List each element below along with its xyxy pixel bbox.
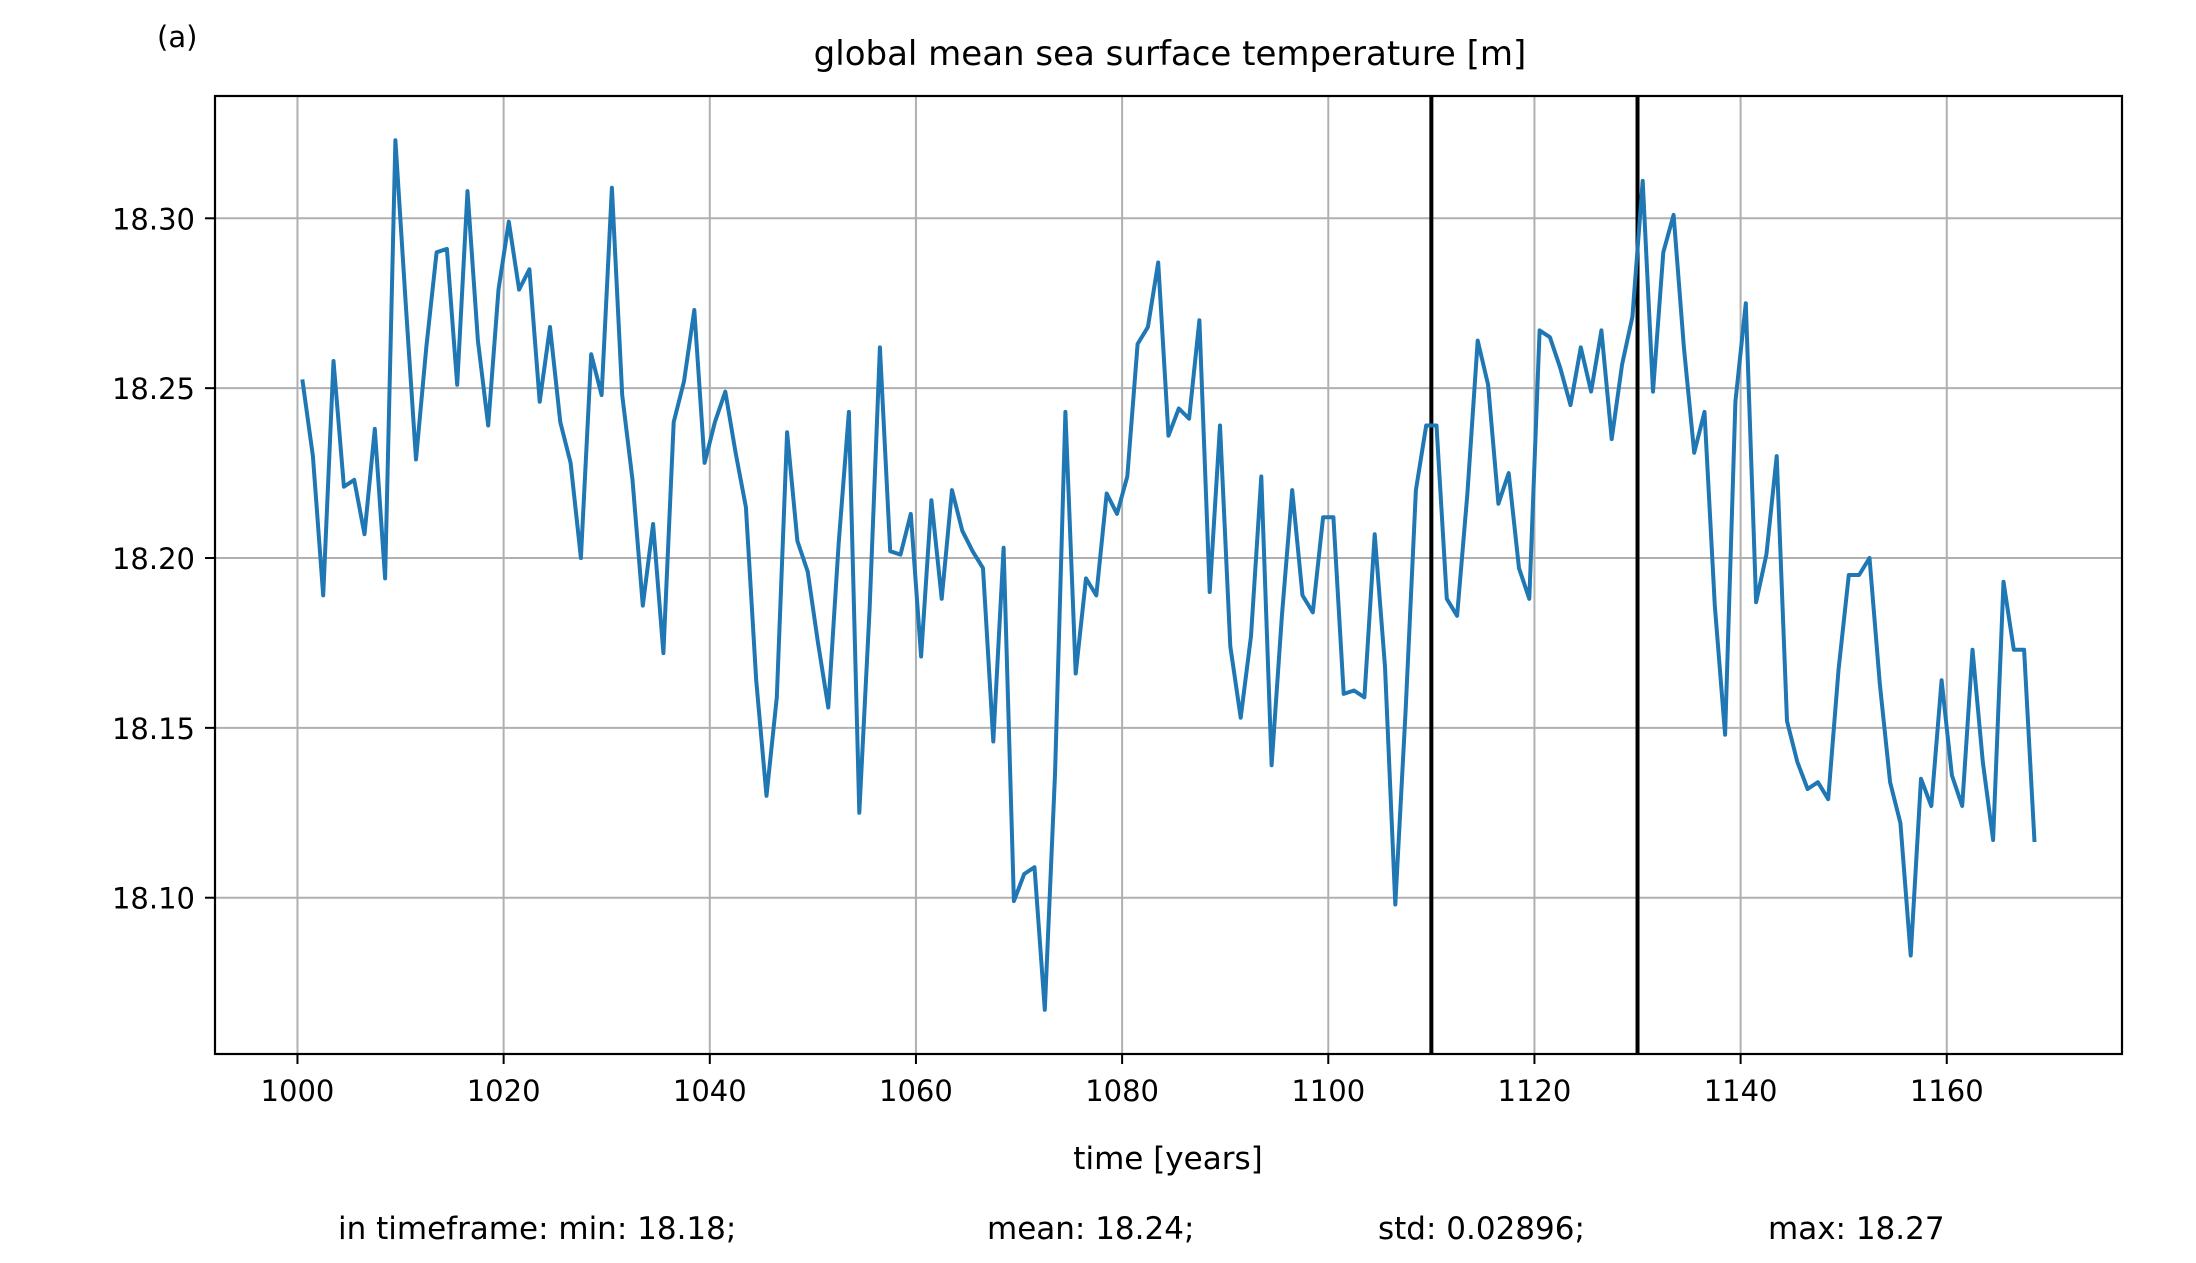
x-tick-label: 1000 [261,1074,335,1108]
stats-mean: mean: 18.24; [987,1211,1195,1247]
stats-max: max: 18.27 [1768,1211,1945,1247]
y-tick-label: 18.25 [112,372,195,406]
y-axis: 18.10 18.15 18.20 18.25 18.30 [112,202,215,916]
y-tick-label: 18.20 [112,542,195,576]
x-tick-label: 1060 [879,1074,953,1108]
series-group [300,138,2037,1012]
plot-frame [213,94,2124,1056]
y-tick-label: 18.15 [112,712,195,746]
x-tick-label: 1160 [1910,1074,1984,1108]
x-tick-label: 1020 [467,1074,541,1108]
x-tick-label: 1120 [1498,1074,1572,1108]
panel-label: (a) [157,20,197,54]
chart-title: global mean sea surface temperature [m] [814,34,1527,74]
x-axis: 1000 1020 1040 1060 1080 1100 1120 1140 1160 [261,1054,1984,1108]
x-axis-label: time [years] [1073,1141,1262,1177]
x-tick-label: 1100 [1291,1074,1365,1108]
y-tick-label: 18.30 [112,202,195,236]
stats-min: in timeframe: min: 18.18; [338,1211,737,1247]
gridlines [215,96,2122,1054]
x-tick-label: 1040 [673,1074,747,1108]
x-tick-label: 1080 [1085,1074,1159,1108]
x-tick-label: 1140 [1704,1074,1778,1108]
y-tick-label: 18.10 [112,882,195,916]
stats-std: std: 0.02896; [1378,1211,1585,1247]
series-line [300,138,2037,1012]
